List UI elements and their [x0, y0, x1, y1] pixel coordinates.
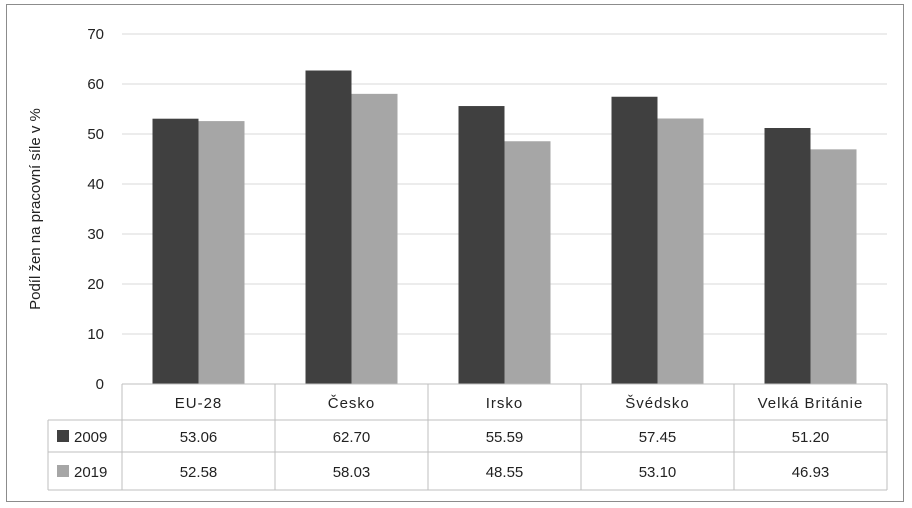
data-value-label: 46.93 [792, 464, 830, 481]
legend-label: 2019 [74, 464, 107, 481]
bar-2009-2 [458, 106, 505, 385]
bar-2009-1 [305, 70, 352, 384]
bar-2009-3 [611, 96, 658, 384]
category-label: EU-28 [175, 395, 223, 412]
y-tick-label: 20 [87, 276, 104, 293]
y-tick-label: 10 [87, 326, 104, 343]
y-axis-label: Podíl žen na pracovní síle v % [27, 108, 44, 310]
bar-2019-2 [504, 141, 551, 384]
data-value-label: 55.59 [486, 429, 524, 446]
category-label: Česko [328, 395, 376, 412]
data-value-label: 58.03 [333, 464, 371, 481]
data-value-label: 51.20 [792, 429, 830, 446]
category-label: Irsko [486, 395, 524, 412]
y-tick-label: 0 [96, 376, 104, 393]
legend-key-2009 [57, 430, 69, 442]
data-value-label: 53.06 [180, 429, 218, 446]
bar-2019-1 [351, 93, 398, 384]
data-value-label: 62.70 [333, 429, 371, 446]
y-tick-label: 70 [87, 26, 104, 43]
data-value-label: 48.55 [486, 464, 524, 481]
y-tick-label: 40 [87, 176, 104, 193]
category-label: Švédsko [625, 395, 690, 412]
data-value-label: 57.45 [639, 429, 677, 446]
y-tick-label: 30 [87, 226, 104, 243]
legend-key-2019 [57, 465, 69, 477]
bar-2019-4 [810, 149, 857, 384]
bar-2019-3 [657, 118, 704, 384]
bar-2009-0 [152, 118, 199, 384]
y-tick-label: 60 [87, 76, 104, 93]
y-tick-label: 50 [87, 126, 104, 143]
data-value-label: 53.10 [639, 464, 677, 481]
legend-label: 2009 [74, 429, 107, 446]
category-label: Velká Británie [758, 395, 864, 412]
bar-2009-4 [764, 128, 811, 384]
data-value-label: 52.58 [180, 464, 218, 481]
bar-2019-0 [198, 121, 245, 384]
